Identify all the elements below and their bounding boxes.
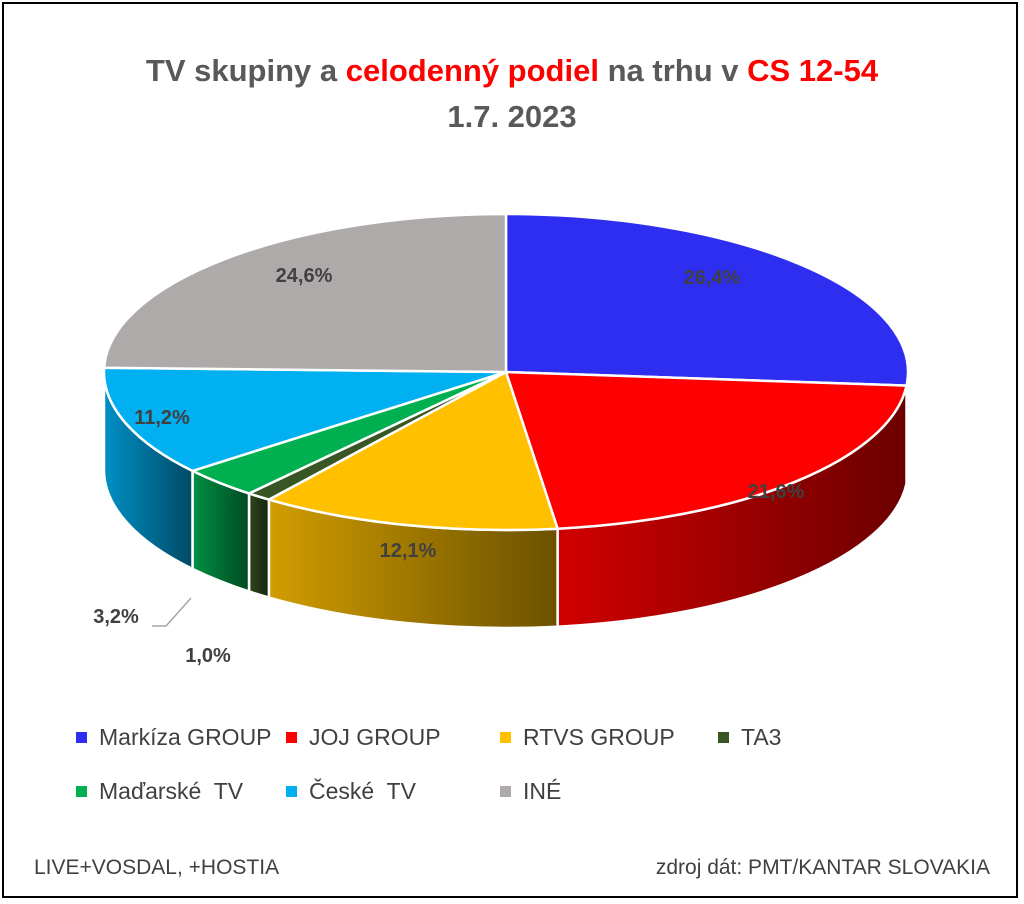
title-part-2: celodenný podiel xyxy=(345,53,599,88)
pie-slice-6 xyxy=(102,212,508,374)
legend-item-6: INÉ xyxy=(500,778,561,805)
legend-item-2: RTVS GROUP xyxy=(500,724,675,751)
pie-slice-1 xyxy=(504,370,908,530)
data-label-5: 11,2% xyxy=(134,407,190,429)
legend-item-4: Maďarské TV xyxy=(76,778,243,805)
legend-swatch-3 xyxy=(718,732,729,743)
footer-source: zdroj dát: PMT/KANTAR SLOVAKIA xyxy=(655,856,990,879)
title-part-4: CS 12-54 xyxy=(747,53,879,88)
title-date: 1.7. 2023 xyxy=(447,99,577,134)
legend-swatch-5 xyxy=(286,786,297,797)
legend-item-0: Markíza GROUP xyxy=(76,724,272,751)
legend-swatch-0 xyxy=(76,732,87,743)
legend-label-0: Markíza GROUP xyxy=(99,724,272,750)
legend-label-3: TA3 xyxy=(741,724,782,750)
title-part-3: na trhu v xyxy=(598,53,748,88)
legend-label-5: České TV xyxy=(309,778,416,804)
leader-line xyxy=(152,597,192,627)
data-label-6: 24,6% xyxy=(276,265,333,287)
title-part-1: TV skupiny a xyxy=(145,53,346,88)
legend-item-1: JOJ GROUP xyxy=(286,724,441,751)
chart-title: TV skupiny a celodenný podiel na trhu v … xyxy=(0,48,1024,140)
legend-label-6: INÉ xyxy=(523,778,562,804)
legend-swatch-1 xyxy=(286,732,297,743)
footer-note-left: LIVE+VOSDAL, +HOSTIA xyxy=(34,856,280,879)
legend-label-4: Maďarské TV xyxy=(99,778,244,804)
legend-swatch-2 xyxy=(500,732,511,743)
legend-label-1: JOJ GROUP xyxy=(309,724,441,750)
legend-item-3: TA3 xyxy=(718,724,781,751)
data-label-0: 26,4% xyxy=(684,267,741,289)
pie-slice-5 xyxy=(102,366,508,473)
legend-label-2: RTVS GROUP xyxy=(523,724,675,750)
data-label-3: 1,0% xyxy=(185,645,231,667)
legend-item-5: České TV xyxy=(286,778,416,805)
pie-slice-2 xyxy=(267,370,559,532)
data-label-2: 12,1% xyxy=(380,540,437,562)
data-label-4: 3,2% xyxy=(93,606,139,628)
legend-swatch-4 xyxy=(76,786,87,797)
pie-slice-0 xyxy=(504,212,910,387)
data-label-1: 21,6% xyxy=(748,481,805,503)
pie-side-3 xyxy=(247,492,271,599)
legend-swatch-6 xyxy=(500,786,511,797)
